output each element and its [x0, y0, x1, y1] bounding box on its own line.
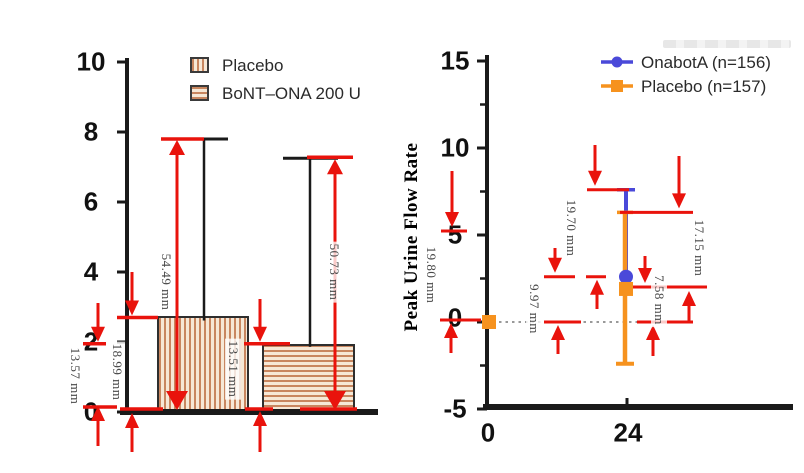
legend-label-onabota: OnabotA (n=156) [641, 53, 771, 72]
placebo-point [619, 281, 633, 296]
onabota-point [619, 269, 633, 284]
measurement-label: 13.51 mm [225, 338, 241, 400]
measure-19-80-bottom-head [444, 323, 458, 338]
measure-19-70-bottom-head [590, 279, 604, 295]
right-y-tick-label: -5 [443, 393, 467, 424]
bar-bont-ona-200u [262, 344, 355, 414]
measurement-label: 54.49 mm [158, 251, 174, 313]
measure-18-99-bottom-head [125, 413, 139, 428]
measurement-label: 18.99 mm [109, 341, 125, 403]
measure-13-51-top-head [253, 326, 267, 342]
legend-swatch-placebo [190, 57, 209, 73]
measure-17-15-bottom-head [682, 290, 696, 306]
measurement-label: 9.97 mm [526, 282, 542, 336]
measure-13-57-bottom-head [91, 406, 105, 421]
measure-50-73-top-head [327, 159, 343, 175]
measure-19-80-top-head [445, 212, 459, 227]
measurement-label: 50.73 mm [326, 241, 342, 303]
measure-13-51-bottom-head [253, 411, 267, 426]
measurement-label: 19.70 mm [563, 197, 579, 259]
legend-label-placebo-right: Placebo (n=157) [641, 77, 767, 96]
measure-54-49-bottom-head [166, 391, 188, 410]
left-y-tick-label: 4 [83, 256, 99, 287]
measure-9-97-bottom-head [551, 325, 565, 340]
measurement-label: 19.80 mm [423, 244, 439, 306]
right-y-tick-label: 10 [440, 132, 470, 163]
measurement-label: 17.15 mm [691, 217, 707, 279]
left-y-tick-label: 6 [83, 186, 99, 217]
measure-7-58-bottom-head [646, 325, 660, 340]
measure-9-97-top-head [548, 257, 562, 273]
legend-label-bont-ona: BoNT–ONA 200 U [222, 84, 361, 103]
placebo-origin-point [482, 315, 496, 329]
right-y-tick-label: 15 [440, 45, 470, 76]
legend-label-placebo: Placebo [222, 56, 284, 75]
legend-marker-placebo-point [611, 80, 623, 92]
legend-marker-onabota-point [611, 56, 623, 68]
right-y-tick-label: 5 [447, 219, 463, 250]
measure-13-57-top-head [91, 326, 105, 342]
measurement-label: 7.58 mm [651, 273, 667, 327]
right-x-tick-label-0: 0 [480, 417, 496, 448]
measure-50-73-bottom-head [324, 391, 346, 410]
left-y-tick-label: 8 [83, 116, 99, 147]
measure-54-49-top-head [169, 140, 185, 155]
erased-text-smudge [663, 40, 791, 48]
measurement-label: 13.57 mm [67, 345, 83, 407]
measure-17-15-top-head [672, 193, 686, 209]
measure-18-99-top-head [125, 300, 139, 316]
measure-19-70-top-head [588, 170, 602, 186]
right-x-tick-label-24: 24 [613, 417, 643, 448]
legend-swatch-bont-ona [190, 85, 209, 101]
left-y-tick-label: 10 [76, 46, 106, 77]
measure-7-58-top-head [638, 267, 652, 283]
